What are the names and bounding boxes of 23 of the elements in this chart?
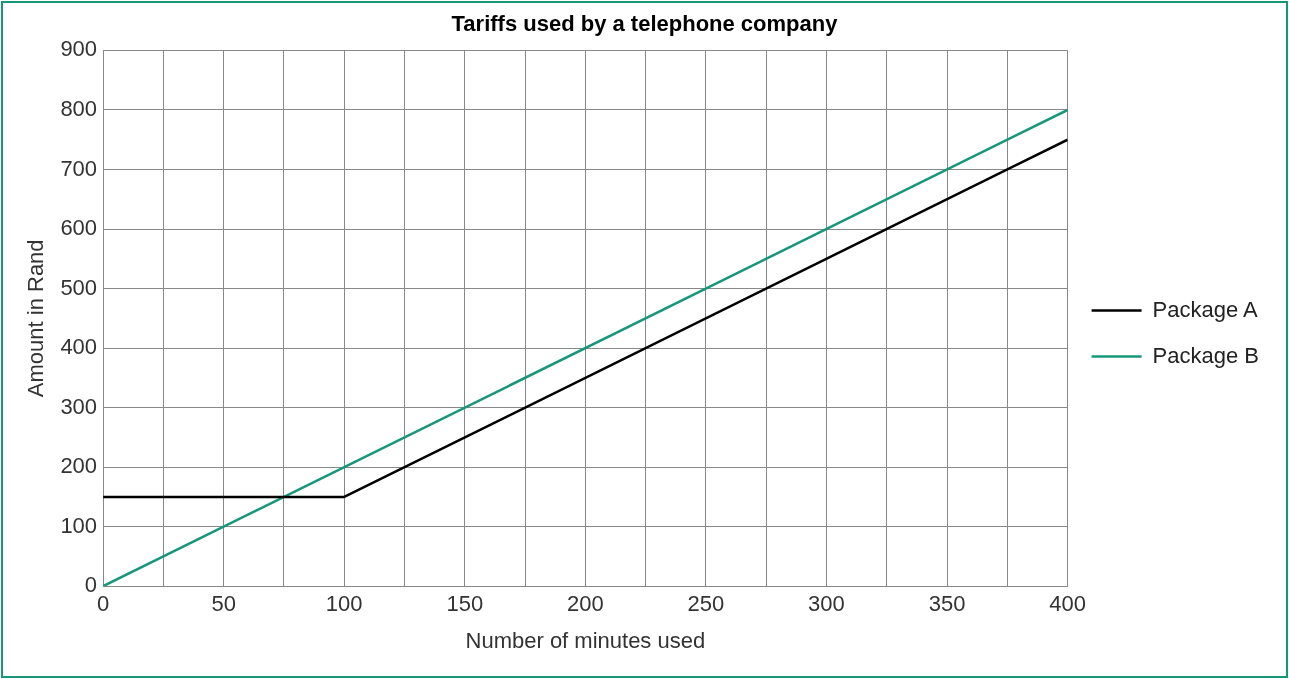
x-tick-label: 350 xyxy=(928,591,966,617)
x-axis-title: Number of minutes used xyxy=(465,627,706,653)
x-tick-label: 300 xyxy=(808,591,845,617)
x-tick-label: 250 xyxy=(687,591,725,617)
y-tick-label: 800 xyxy=(60,96,98,121)
x-tick-label: 100 xyxy=(325,591,363,617)
y-tick-label: 700 xyxy=(60,155,98,181)
y-tick-label: 0 xyxy=(84,572,98,598)
y-tick-label: 200 xyxy=(60,453,98,479)
legend-label: Package A xyxy=(1152,296,1259,322)
x-tick-label: 200 xyxy=(566,591,604,617)
y-tick-label: 500 xyxy=(60,274,98,300)
legend-label: Package B xyxy=(1152,342,1259,368)
y-tick-label: 300 xyxy=(60,393,98,419)
y-tick-label: 100 xyxy=(60,512,98,538)
x-tick-label: 400 xyxy=(1049,591,1086,617)
y-tick-label: 600 xyxy=(60,215,98,241)
x-tick-label: 150 xyxy=(446,591,484,617)
y-tick-label: 900 xyxy=(60,36,98,62)
y-tick-label: 400 xyxy=(60,334,98,360)
x-tick-label: 50 xyxy=(211,591,236,617)
y-axis-title: Amount in Rand xyxy=(23,239,49,398)
chart-title: Tariffs used by a telephone company xyxy=(451,11,839,37)
